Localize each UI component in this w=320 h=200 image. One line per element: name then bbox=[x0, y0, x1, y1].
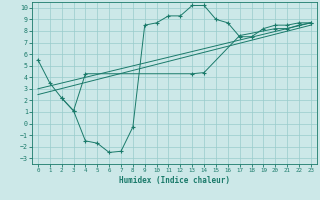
X-axis label: Humidex (Indice chaleur): Humidex (Indice chaleur) bbox=[119, 176, 230, 185]
